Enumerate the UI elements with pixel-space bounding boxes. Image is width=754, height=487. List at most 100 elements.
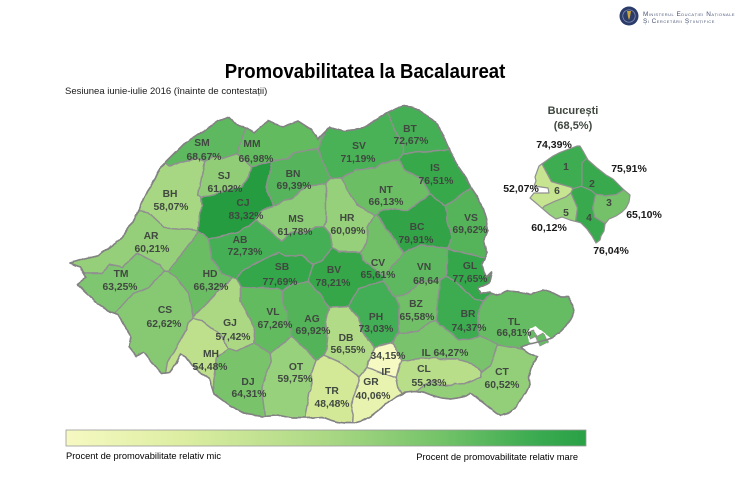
svg-text:BT: BT bbox=[403, 124, 417, 135]
svg-text:72,67%: 72,67% bbox=[394, 136, 429, 147]
svg-text:60,21%: 60,21% bbox=[135, 244, 170, 255]
svg-text:60,09%: 60,09% bbox=[331, 226, 366, 237]
svg-text:TM: TM bbox=[114, 269, 129, 280]
svg-text:SB: SB bbox=[275, 262, 289, 273]
svg-text:66,13%: 66,13% bbox=[369, 197, 404, 208]
svg-text:58,07%: 58,07% bbox=[154, 202, 189, 213]
svg-text:HD: HD bbox=[203, 269, 218, 280]
svg-text:NT: NT bbox=[379, 185, 393, 196]
svg-text:59,75%: 59,75% bbox=[278, 374, 313, 385]
svg-text:(68,5%): (68,5%) bbox=[554, 120, 593, 132]
svg-text:VL: VL bbox=[266, 307, 279, 318]
svg-text:61,78%: 61,78% bbox=[278, 227, 313, 238]
svg-text:CT: CT bbox=[495, 367, 509, 378]
svg-text:75,91%: 75,91% bbox=[611, 163, 647, 175]
svg-text:66,32%: 66,32% bbox=[194, 282, 229, 293]
svg-text:71,19%: 71,19% bbox=[341, 154, 376, 165]
svg-text:67,26%: 67,26% bbox=[258, 320, 293, 331]
svg-text:69,92%: 69,92% bbox=[296, 326, 331, 337]
svg-text:65,58%: 65,58% bbox=[400, 312, 435, 323]
svg-text:Procent de promovabilitate rel: Procent de promovabilitate relativ mic bbox=[66, 451, 221, 461]
svg-text:AG: AG bbox=[304, 314, 319, 325]
svg-text:83,32%: 83,32% bbox=[229, 211, 264, 222]
svg-text:HR: HR bbox=[340, 213, 355, 224]
svg-text:TL: TL bbox=[508, 317, 521, 328]
svg-text:Procent de promovabilitate rel: Procent de promovabilitate relativ mare bbox=[416, 452, 578, 462]
svg-text:2: 2 bbox=[589, 179, 595, 190]
svg-text:76,51%: 76,51% bbox=[419, 176, 454, 187]
svg-text:76,04%: 76,04% bbox=[593, 245, 629, 257]
svg-text:VS: VS bbox=[464, 213, 478, 224]
svg-text:69,39%: 69,39% bbox=[277, 181, 312, 192]
svg-text:55,33%: 55,33% bbox=[412, 378, 447, 389]
svg-text:MS: MS bbox=[288, 214, 304, 225]
svg-text:68,64: 68,64 bbox=[413, 276, 439, 287]
svg-text:Și Cercetării Științifice: Și Cercetării Științifice bbox=[643, 18, 715, 25]
svg-text:62,62%: 62,62% bbox=[147, 319, 182, 330]
svg-text:6: 6 bbox=[554, 186, 560, 197]
svg-text:Sesiunea iunie-iulie 2016 (îna: Sesiunea iunie-iulie 2016 (înainte de co… bbox=[65, 86, 267, 97]
svg-text:Ministerul Educației Naționale: Ministerul Educației Naționale bbox=[643, 11, 735, 18]
svg-text:DJ: DJ bbox=[241, 377, 254, 388]
svg-text:IF: IF bbox=[381, 367, 390, 378]
svg-text:IL 64,27%: IL 64,27% bbox=[422, 348, 469, 359]
svg-text:GJ: GJ bbox=[223, 318, 237, 329]
svg-text:PH: PH bbox=[369, 312, 383, 323]
svg-text:BV: BV bbox=[327, 265, 341, 276]
svg-text:64,31%: 64,31% bbox=[232, 389, 267, 400]
svg-text:57,42%: 57,42% bbox=[216, 332, 251, 343]
svg-text:SJ: SJ bbox=[218, 171, 231, 182]
svg-text:56,55%: 56,55% bbox=[331, 345, 366, 356]
svg-text:1: 1 bbox=[563, 162, 569, 173]
svg-text:GL: GL bbox=[463, 261, 477, 272]
svg-text:5: 5 bbox=[563, 208, 569, 219]
svg-text:SV: SV bbox=[352, 141, 366, 152]
svg-text:BR: BR bbox=[461, 309, 476, 320]
svg-text:Promovabilitatea la Bacalaurea: Promovabilitatea la Bacalaureat bbox=[225, 60, 506, 83]
svg-text:VN: VN bbox=[417, 262, 431, 273]
svg-text:BH: BH bbox=[163, 189, 178, 200]
svg-text:34,15%: 34,15% bbox=[371, 351, 406, 362]
svg-text:66,81%: 66,81% bbox=[497, 328, 532, 339]
svg-text:CV: CV bbox=[371, 258, 385, 269]
svg-text:72,73%: 72,73% bbox=[228, 247, 263, 258]
svg-text:AB: AB bbox=[233, 235, 248, 246]
svg-text:4: 4 bbox=[586, 213, 592, 224]
svg-text:40,06%: 40,06% bbox=[356, 391, 391, 402]
svg-text:77,69%: 77,69% bbox=[263, 277, 298, 288]
svg-text:DB: DB bbox=[339, 333, 354, 344]
svg-text:65,61%: 65,61% bbox=[361, 270, 396, 281]
svg-text:77,65%: 77,65% bbox=[453, 274, 488, 285]
svg-text:74,37%: 74,37% bbox=[452, 323, 487, 334]
svg-text:BZ: BZ bbox=[409, 299, 423, 310]
svg-text:București: București bbox=[548, 105, 599, 117]
svg-text:61,02%: 61,02% bbox=[208, 184, 243, 195]
svg-text:54,48%: 54,48% bbox=[193, 362, 228, 373]
svg-text:OT: OT bbox=[289, 362, 304, 373]
svg-text:79,91%: 79,91% bbox=[399, 235, 434, 246]
svg-text:74,39%: 74,39% bbox=[536, 139, 572, 151]
svg-text:63,25%: 63,25% bbox=[103, 282, 138, 293]
svg-text:73,03%: 73,03% bbox=[359, 324, 394, 335]
svg-text:78,21%: 78,21% bbox=[316, 278, 351, 289]
svg-text:CS: CS bbox=[158, 305, 172, 316]
svg-text:65,10%: 65,10% bbox=[626, 209, 662, 221]
svg-text:GR: GR bbox=[363, 377, 379, 388]
svg-text:3: 3 bbox=[606, 198, 612, 209]
svg-text:60,12%: 60,12% bbox=[531, 222, 567, 234]
svg-text:MH: MH bbox=[203, 349, 219, 360]
svg-text:AR: AR bbox=[144, 231, 159, 242]
svg-text:SM: SM bbox=[194, 138, 209, 149]
svg-text:69,62%: 69,62% bbox=[453, 225, 488, 236]
svg-text:BC: BC bbox=[410, 222, 425, 233]
svg-text:BN: BN bbox=[286, 169, 301, 180]
svg-text:TR: TR bbox=[325, 386, 339, 397]
svg-text:CL: CL bbox=[417, 364, 431, 375]
svg-text:68,67%: 68,67% bbox=[187, 152, 222, 163]
svg-text:48,48%: 48,48% bbox=[315, 399, 350, 410]
svg-text:52,07%: 52,07% bbox=[503, 183, 539, 195]
svg-text:IS: IS bbox=[430, 163, 440, 174]
svg-text:CJ: CJ bbox=[236, 198, 249, 209]
svg-text:60,52%: 60,52% bbox=[485, 380, 520, 391]
svg-text:MM: MM bbox=[243, 139, 260, 150]
